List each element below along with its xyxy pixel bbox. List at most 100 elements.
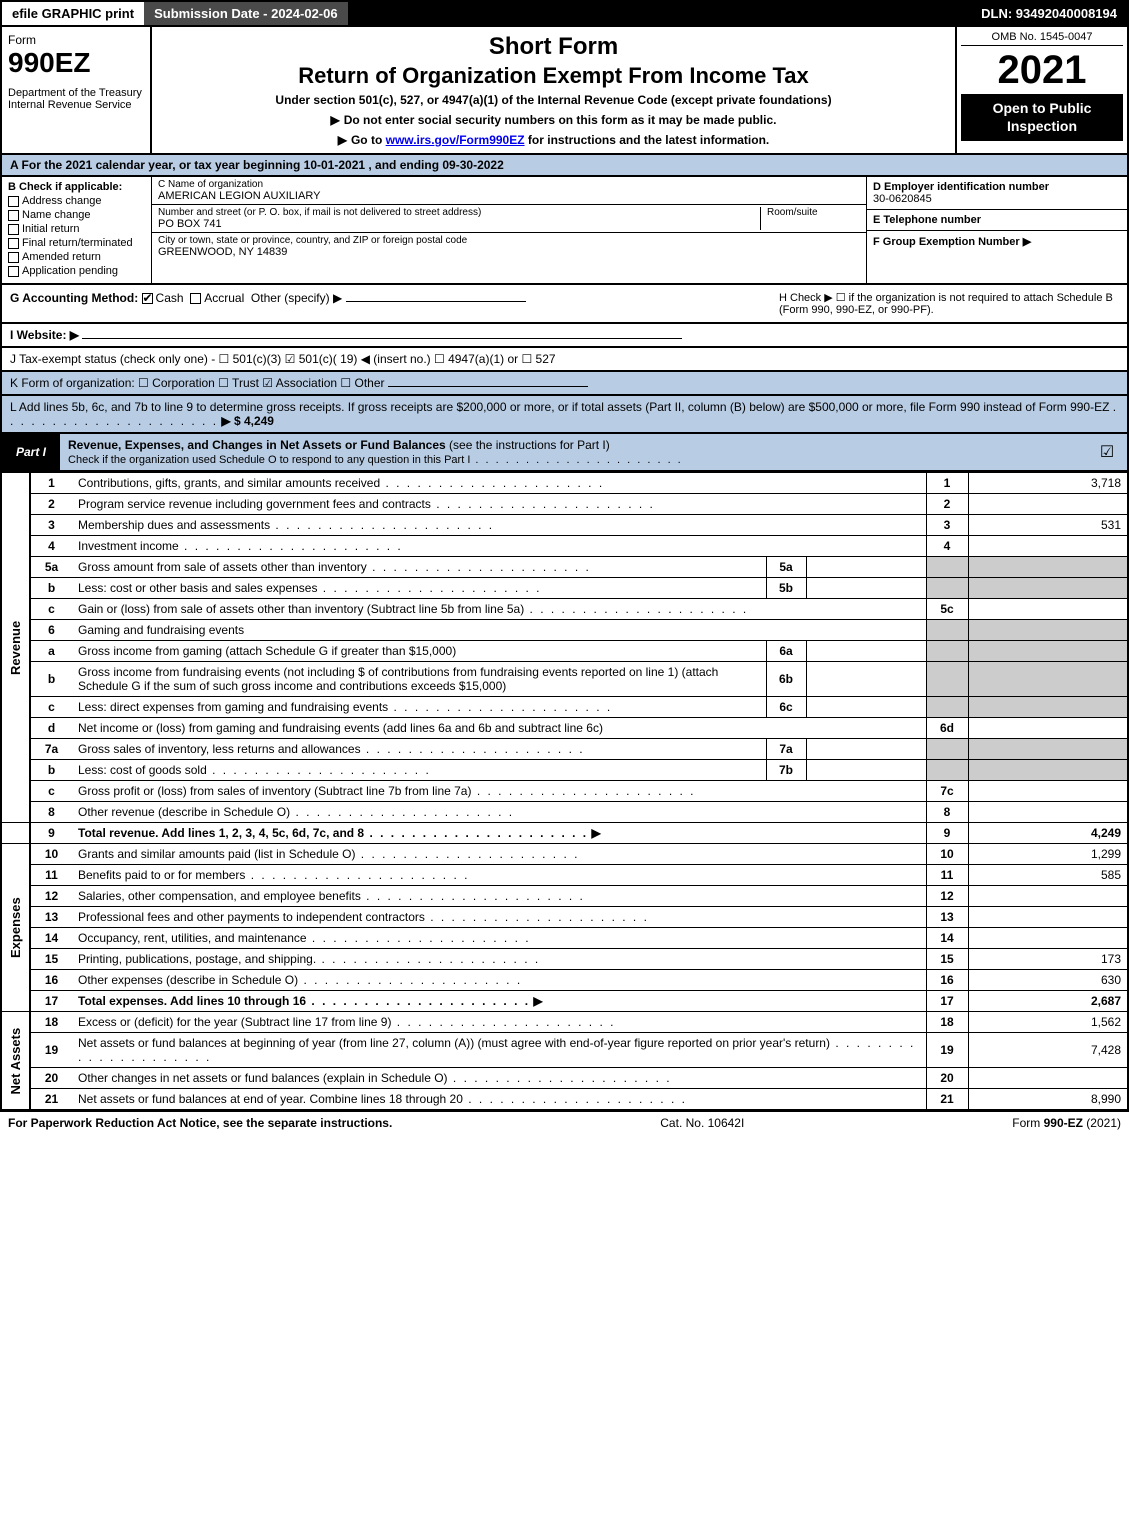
short-form-label: Short Form (162, 33, 945, 61)
other-method-input[interactable] (346, 301, 526, 302)
num-8: 8 (926, 802, 968, 823)
line-5a: 5a Gross amount from sale of assets othe… (1, 557, 1128, 578)
page-footer: For Paperwork Reduction Act Notice, see … (0, 1111, 1129, 1134)
footer-right-pre: Form (1012, 1116, 1043, 1130)
desc-9: Total revenue. Add lines 1, 2, 3, 4, 5c,… (78, 826, 364, 840)
ln-6c: c (30, 697, 72, 718)
ln-5b: b (30, 578, 72, 599)
chk-initial-return[interactable]: Initial return (8, 223, 145, 235)
note1-text: Do not enter social security numbers on … (344, 113, 777, 127)
desc-7b: Less: cost of goods sold (78, 763, 207, 777)
org-addr-cell: Number and street (or P. O. box, if mail… (152, 205, 866, 233)
val-6c (806, 697, 926, 718)
org-city-cell: City or town, state or province, country… (152, 233, 866, 260)
amt-4 (968, 536, 1128, 557)
efile-link[interactable]: efile GRAPHIC print (2, 2, 144, 25)
line-6c: c Less: direct expenses from gaming and … (1, 697, 1128, 718)
tax-exempt-status: J Tax-exempt status (check only one) - ☐… (10, 352, 556, 366)
amt-7b-shade (968, 760, 1128, 781)
ln-3: 3 (30, 515, 72, 536)
val-7a (806, 739, 926, 760)
num-6d: 6d (926, 718, 968, 739)
desc-6c: Less: direct expenses from gaming and fu… (78, 700, 388, 714)
num-2: 2 (926, 494, 968, 515)
part-1-checkbox[interactable]: ☑ (1087, 434, 1127, 470)
group-exemption-cell: F Group Exemption Number ▶ (867, 231, 1127, 252)
ln-17: 17 (30, 991, 72, 1012)
desc-6a: Gross income from gaming (attach Schedul… (78, 644, 456, 658)
amt-15: 173 (968, 949, 1128, 970)
amt-5b-shade (968, 578, 1128, 599)
num-5c: 5c (926, 599, 968, 620)
lbl-amended-return: Amended return (22, 251, 101, 263)
ln-7b: b (30, 760, 72, 781)
desc-6d: Net income or (loss) from gaming and fun… (78, 721, 603, 735)
val-7b (806, 760, 926, 781)
form-title: Return of Organization Exempt From Incom… (162, 63, 945, 89)
ln-2: 2 (30, 494, 72, 515)
chk-address-change[interactable]: Address change (8, 195, 145, 207)
line-2: 2 Program service revenue including gove… (1, 494, 1128, 515)
line-20: 20 Other changes in net assets or fund b… (1, 1068, 1128, 1089)
val-5a (806, 557, 926, 578)
desc-8: Other revenue (describe in Schedule O) (78, 805, 290, 819)
num-14: 14 (926, 928, 968, 949)
col-c: C Name of organization AMERICAN LEGION A… (152, 177, 867, 283)
line-6b: b Gross income from fundraising events (… (1, 662, 1128, 697)
addr-label: Number and street (or P. O. box, if mail… (158, 207, 760, 218)
chk-final-return[interactable]: Final return/terminated (8, 237, 145, 249)
sub-6c: 6c (766, 697, 806, 718)
amt-3: 531 (968, 515, 1128, 536)
part-1-sub: Check if the organization used Schedule … (68, 454, 683, 466)
line-14: 14 Occupancy, rent, utilities, and maint… (1, 928, 1128, 949)
amt-10: 1,299 (968, 844, 1128, 865)
amt-6d (968, 718, 1128, 739)
line-7c: c Gross profit or (loss) from sales of i… (1, 781, 1128, 802)
col-b-header: B Check if applicable: (8, 181, 145, 193)
ln-6d: d (30, 718, 72, 739)
line-1: Revenue 1 Contributions, gifts, grants, … (1, 473, 1128, 494)
num-6b-shade (926, 662, 968, 697)
chk-application-pending[interactable]: Application pending (8, 265, 145, 277)
line-3: 3 Membership dues and assessments 3 531 (1, 515, 1128, 536)
desc-2: Program service revenue including govern… (78, 497, 431, 511)
lbl-other-method: Other (specify) ▶ (251, 291, 342, 305)
org-address: PO BOX 741 (158, 218, 760, 230)
website-input[interactable] (82, 338, 682, 339)
line-17: 17 Total expenses. Add lines 10 through … (1, 991, 1128, 1012)
lbl-final-return: Final return/terminated (22, 237, 133, 249)
amt-6a-shade (968, 641, 1128, 662)
ln-12: 12 (30, 886, 72, 907)
form-header: Form 990EZ Department of the Treasury In… (0, 27, 1129, 155)
chk-amended-return[interactable]: Amended return (8, 251, 145, 263)
topbar-spacer (348, 2, 972, 25)
part-1-title: Revenue, Expenses, and Changes in Net As… (60, 434, 1087, 470)
other-org-input[interactable] (388, 386, 588, 387)
amt-7a-shade (968, 739, 1128, 760)
line-6a: a Gross income from gaming (attach Sched… (1, 641, 1128, 662)
ln-13: 13 (30, 907, 72, 928)
chk-cash[interactable] (142, 293, 153, 304)
desc-21: Net assets or fund balances at end of ye… (78, 1092, 463, 1106)
lbl-initial-return: Initial return (22, 223, 79, 235)
submission-date: Submission Date - 2024-02-06 (144, 2, 348, 25)
irs-link[interactable]: www.irs.gov/Form990EZ (386, 133, 525, 147)
amt-12 (968, 886, 1128, 907)
num-10: 10 (926, 844, 968, 865)
ln-4: 4 (30, 536, 72, 557)
amt-1: 3,718 (968, 473, 1128, 494)
desc-17: Total expenses. Add lines 10 through 16 (78, 994, 306, 1008)
desc-5c: Gain or (loss) from sale of assets other… (78, 602, 524, 616)
chk-name-change[interactable]: Name change (8, 209, 145, 221)
revenue-side-label: Revenue (1, 473, 30, 823)
section-bcd: B Check if applicable: Address change Na… (0, 177, 1129, 285)
amt-11: 585 (968, 865, 1128, 886)
note2-pre: Go to (351, 133, 386, 147)
line-8: 8 Other revenue (describe in Schedule O)… (1, 802, 1128, 823)
line-7a: 7a Gross sales of inventory, less return… (1, 739, 1128, 760)
amt-16: 630 (968, 970, 1128, 991)
chk-accrual[interactable] (190, 293, 201, 304)
desc-5a: Gross amount from sale of assets other t… (78, 560, 367, 574)
lbl-name-change: Name change (22, 209, 91, 221)
row-a: A For the 2021 calendar year, or tax yea… (0, 155, 1129, 177)
